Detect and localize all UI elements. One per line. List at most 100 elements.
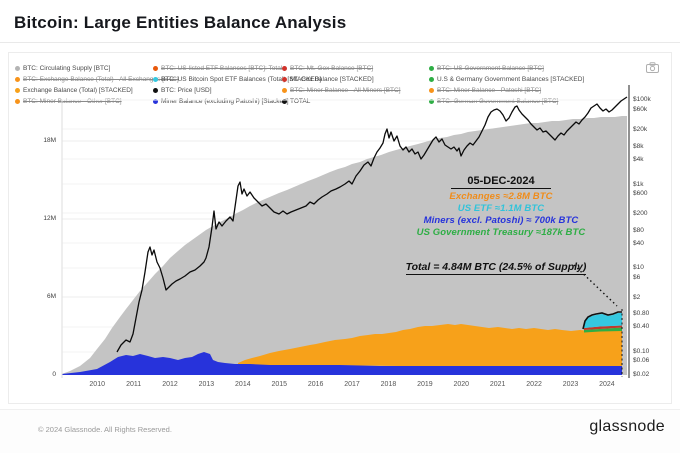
page-title: Bitcoin: Large Entities Balance Analysis <box>14 13 347 32</box>
right-tick: $0.06 <box>633 357 650 364</box>
legend-item-label: BTC: Circulating Supply [BTC] <box>23 65 111 72</box>
legend-item[interactable]: Miner Balance (excluding Patoshi) [Stack… <box>153 96 321 107</box>
right-tick: $40 <box>633 240 644 247</box>
left-tick: 0 <box>52 371 56 378</box>
year-tick: 2010 <box>89 381 105 388</box>
right-tick: $200 <box>633 210 648 217</box>
callout-arrow <box>573 264 618 307</box>
legend-dot-icon <box>153 66 158 71</box>
legend-dot-icon <box>15 99 20 104</box>
left-tick: 12M <box>43 215 56 222</box>
legend-item[interactable]: BTC: Mt. Gox Balance [BTC] <box>282 63 401 74</box>
area-miner-balance <box>62 352 622 375</box>
right-tick: $0.40 <box>633 323 650 330</box>
legend-dot-icon <box>429 66 434 71</box>
right-tick: $4k <box>633 156 644 163</box>
year-tick: 2024 <box>599 381 615 388</box>
area-circulating-supply <box>62 116 627 375</box>
legend-item[interactable]: BTC: Price [USD] <box>153 85 321 96</box>
chart-legend: BTC: Circulating Supply [BTC] BTC: Excha… <box>15 63 665 111</box>
legend-item[interactable]: BTC: US-listed ETF Balances [BTC]: Total <box>153 63 321 74</box>
legend-item[interactable]: BTC: German Government Balance [BTC] <box>429 96 584 107</box>
annotation-callout: 05-DEC-2024 Exchanges ≈2.8M BTC US ETF ≈… <box>398 171 604 275</box>
legend-item[interactable]: TOTAL <box>282 96 401 107</box>
legend-dot-icon <box>15 88 20 93</box>
legend-item[interactable]: BTC: Exchange Balance (Total) - All Exch… <box>15 74 179 85</box>
legend-item[interactable]: BTC: Miner Balance - All Miners [BTC] <box>282 85 401 96</box>
right-tick: $6 <box>633 274 641 281</box>
right-tick: $80 <box>633 227 644 234</box>
line-total <box>582 311 622 330</box>
year-tick: 2012 <box>162 381 178 388</box>
legend-item-label: BTC: Mt. Gox Balance [BTC] <box>290 65 374 72</box>
annotation-date: 05-DEC-2024 <box>451 175 551 189</box>
right-tick: $0.02 <box>633 371 650 378</box>
area-government-balance <box>584 327 622 333</box>
year-tick: 2013 <box>198 381 215 388</box>
annotation-miners: Miners (excl. Patoshi) ≈ 700k BTC <box>423 215 579 226</box>
legend-column: BTC: Circulating Supply [BTC] BTC: Excha… <box>15 63 179 107</box>
legend-dot-icon <box>153 77 158 82</box>
legend-dot-icon <box>15 66 20 71</box>
legend-item[interactable]: Exchange Balance (Total) [STACKED] <box>15 85 179 96</box>
legend-item-label: BTC: Exchange Balance (Total) - All Exch… <box>23 76 179 83</box>
left-tick: 6M <box>46 293 56 300</box>
legend-item[interactable]: BTC: Circulating Supply [BTC] <box>15 63 179 74</box>
legend-dot-icon <box>282 99 287 104</box>
legend-item-label: BTC: US Bitcoin Spot ETF Balances (Total… <box>161 76 322 83</box>
year-tick: 2019 <box>417 381 433 388</box>
right-tick: $10 <box>633 264 644 271</box>
annotation-us-gov: US Government Treasury ≈187k BTC <box>416 227 586 238</box>
right-tick: $20k <box>633 126 648 133</box>
legend-item[interactable]: BTC: Miner Balance - Other [BTC] <box>15 96 179 107</box>
year-tick: 2015 <box>271 381 288 388</box>
right-tick: $1k <box>633 181 644 188</box>
x-axis-labels: 2010 2011 2012 2013 2014 2015 2016 2017 … <box>79 381 625 388</box>
legend-dot-icon <box>429 88 434 93</box>
year-tick: 2021 <box>489 381 506 388</box>
legend-dot-icon <box>153 88 158 93</box>
left-tick: 18M <box>43 137 56 144</box>
legend-item-label: Mt. Gox Balance [STACKED] <box>290 76 374 83</box>
legend-column: BTC: US-listed ETF Balances [BTC]: Total… <box>153 63 321 107</box>
legend-item-label: BTC: Price [USD] <box>161 87 212 94</box>
legend-dot-icon <box>15 77 20 82</box>
right-tick: $0.80 <box>633 310 650 317</box>
legend-column: BTC: US Government Balance [BTC] U.S & G… <box>429 63 584 107</box>
area-exchange-balance <box>238 324 622 366</box>
footer: © 2024 Glassnode. All Rights Reserved. g… <box>0 409 680 453</box>
right-tick: $2 <box>633 294 641 301</box>
legend-item[interactable]: Mt. Gox Balance [STACKED] <box>282 74 401 85</box>
annotation-us-etf: US ETF ≈1.1M BTC <box>457 203 545 214</box>
right-tick: $100k <box>633 96 651 103</box>
camera-icon[interactable] <box>646 62 659 73</box>
legend-dot-icon <box>153 99 158 104</box>
legend-dot-icon <box>282 88 287 93</box>
legend-item-label: Exchange Balance (Total) [STACKED] <box>23 87 133 94</box>
title-divider <box>0 42 680 43</box>
legend-item-label: BTC: Miner Balance - Other [BTC] <box>23 98 122 105</box>
legend-item[interactable]: U.S & Germany Government Balances [STACK… <box>429 74 584 85</box>
legend-column: BTC: Mt. Gox Balance [BTC] Mt. Gox Balan… <box>282 63 401 107</box>
legend-item-label: BTC: German Government Balance [BTC] <box>437 98 559 105</box>
legend-item-label: BTC: US Government Balance [BTC] <box>437 65 544 72</box>
legend-item-label: TOTAL <box>290 98 311 105</box>
glassnode-logo: glassnode <box>589 418 665 435</box>
year-tick: 2022 <box>526 381 542 388</box>
legend-item[interactable]: BTC: US Government Balance [BTC] <box>429 63 584 74</box>
right-tick: $600 <box>633 190 648 197</box>
area-us-etf-balance <box>584 313 622 328</box>
legend-item-label: Miner Balance (excluding Patoshi) [Stack… <box>161 98 289 105</box>
right-tick: $60k <box>633 106 648 113</box>
year-tick: 2017 <box>344 381 360 388</box>
legend-item-label: BTC: US-listed ETF Balances [BTC]: Total <box>161 65 283 72</box>
year-tick: 2014 <box>235 381 251 388</box>
right-tick: $0.10 <box>633 348 650 355</box>
right-tick: $8k <box>633 143 644 150</box>
year-tick: 2023 <box>562 381 579 388</box>
legend-item[interactable]: BTC: Miner Balance - Patoshi [BTC] <box>429 85 584 96</box>
legend-item[interactable]: BTC: US Bitcoin Spot ETF Balances (Total… <box>153 74 321 85</box>
legend-dot-icon <box>282 66 287 71</box>
